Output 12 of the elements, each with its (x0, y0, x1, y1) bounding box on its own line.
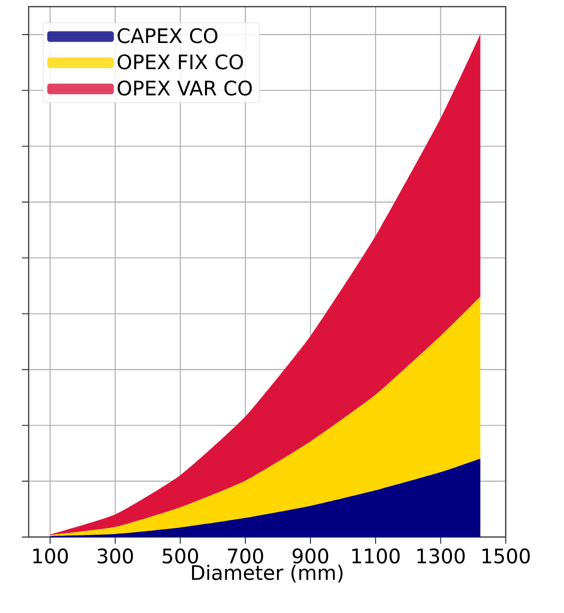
legend-label: CAPEX CO (118, 28, 218, 44)
x-tick-label: 100 (33, 548, 68, 564)
x-tick-label: 1500 (482, 548, 530, 564)
x-tick-label: 900 (292, 548, 328, 564)
legend-label: OPEX VAR CO (118, 80, 252, 96)
x-axis-title: Diameter (mm) (192, 564, 343, 582)
x-tick-label: 700 (228, 548, 264, 564)
legend-label: OPEX FIX CO (118, 54, 244, 70)
x-tick-label: 500 (162, 548, 198, 564)
x-tick-label: 300 (98, 548, 134, 564)
x-tick-label: 1100 (352, 548, 400, 564)
x-tick-label: 1300 (418, 548, 465, 564)
